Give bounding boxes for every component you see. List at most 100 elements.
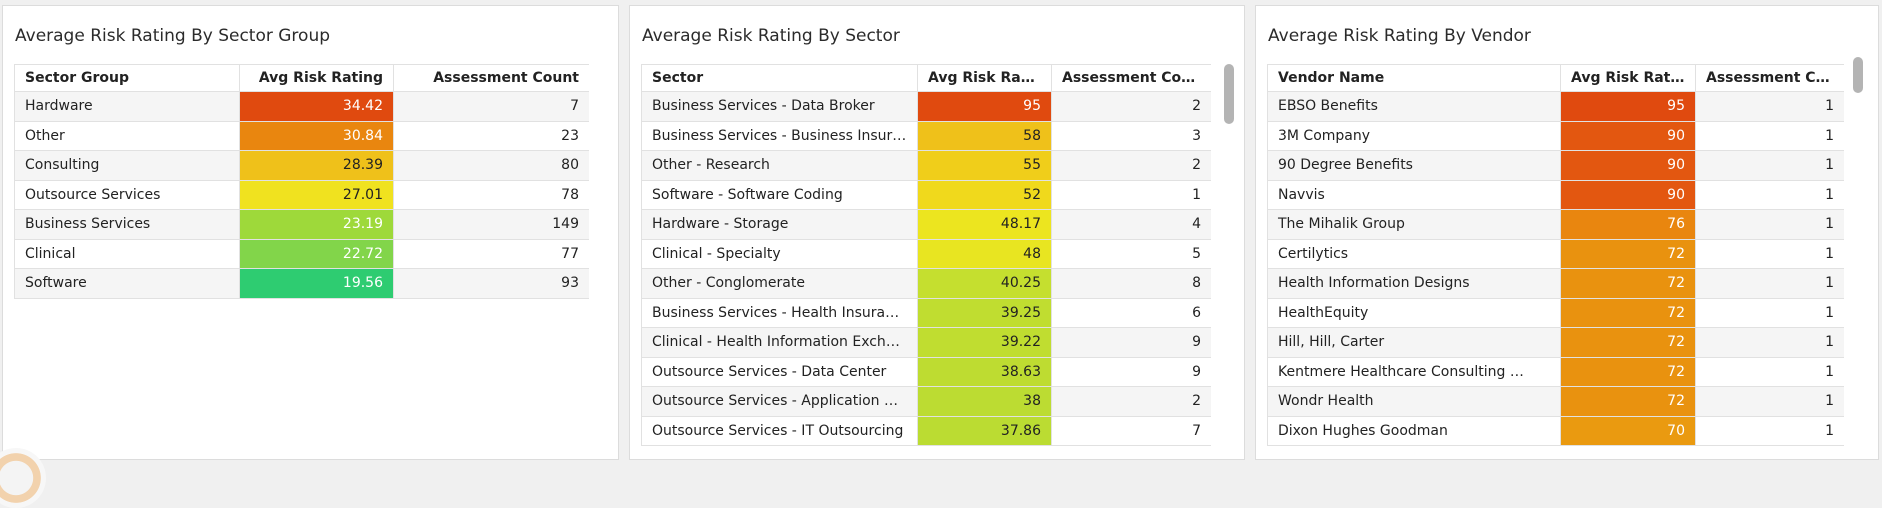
row-name-cell: 90 Degree Benefits: [1267, 150, 1561, 181]
table-row[interactable]: Consulting 28.39 80: [14, 150, 589, 181]
assessment-count-cell: 5: [1051, 238, 1211, 269]
table-row[interactable]: Business Services 23.19 149: [14, 209, 589, 240]
assessment-count-cell: 9: [1051, 327, 1211, 358]
avg-risk-rating-cell: 28.39: [239, 150, 394, 181]
column-header-vendor-name[interactable]: Vendor Name: [1267, 64, 1561, 92]
table-row[interactable]: Clinical - Health Information Exchange 39…: [641, 327, 1211, 358]
row-name-cell: Dixon Hughes Goodman: [1267, 415, 1561, 446]
avg-risk-rating-cell: 52: [917, 179, 1052, 210]
assessment-count-cell: 4: [1051, 209, 1211, 240]
table-row[interactable]: Other - Conglomerate 40.25 8: [641, 268, 1211, 299]
vertical-scrollbar[interactable]: [1853, 57, 1863, 456]
assessment-count-cell: 1: [1695, 120, 1844, 151]
table-row[interactable]: EBSO Benefits 95 1: [1267, 91, 1844, 122]
assessment-count-cell: 6: [1051, 297, 1211, 328]
sector-panel: Average Risk Rating By Sector Sector Avg…: [629, 5, 1245, 460]
column-header-assessment-count[interactable]: Assessment Count: [393, 64, 589, 92]
table-row[interactable]: Business Services - Data Broker 95 2: [641, 91, 1211, 122]
table-row[interactable]: Navvis 90 1: [1267, 179, 1844, 210]
column-header-assessment-count[interactable]: Assessment Count: [1695, 64, 1844, 92]
table-row[interactable]: Hill, Hill, Carter 72 1: [1267, 327, 1844, 358]
table-row[interactable]: Outsource Services 27.01 78: [14, 179, 589, 210]
vertical-scrollbar[interactable]: [1224, 60, 1234, 456]
avg-risk-rating-cell: 48: [917, 238, 1052, 269]
table-row[interactable]: Outsource Services - IT Outsourcing 37.86…: [641, 415, 1211, 446]
assessment-count-cell: 1: [1695, 268, 1844, 299]
row-name-cell: Business Services: [14, 209, 240, 240]
row-name-cell: 3M Company: [1267, 120, 1561, 151]
row-name-cell: Other - Research: [641, 150, 918, 181]
assessment-count-cell: 1: [1695, 238, 1844, 269]
column-header-avg-risk-rating[interactable]: Avg Risk Rating: [239, 64, 394, 92]
table-row[interactable]: The Mihalik Group 76 1: [1267, 209, 1844, 240]
row-name-cell: Outsource Services - Application …: [641, 386, 918, 417]
table-row[interactable]: 3M Company 90 1: [1267, 120, 1844, 151]
panel-title: Average Risk Rating By Sector Group: [15, 26, 331, 46]
column-header-sector[interactable]: Sector: [641, 64, 918, 92]
row-name-cell: Business Services - Data Broker: [641, 91, 918, 122]
row-name-cell: HealthEquity: [1267, 297, 1561, 328]
avg-risk-rating-cell: 40.25: [917, 268, 1052, 299]
avg-risk-rating-cell: 48.17: [917, 209, 1052, 240]
column-header-assessment-count[interactable]: Assessment Count: [1051, 64, 1211, 92]
assessment-count-cell: 23: [393, 120, 589, 151]
avg-risk-rating-cell: 38.63: [917, 356, 1052, 387]
sector-group-panel: Average Risk Rating By Sector Group Sect…: [2, 5, 619, 460]
column-header-avg-risk-rating[interactable]: Avg Risk Rating: [1560, 64, 1696, 92]
table-row[interactable]: 90 Degree Benefits 90 1: [1267, 150, 1844, 181]
table-row[interactable]: Software 19.56 93: [14, 268, 589, 299]
table-row[interactable]: Software - Software Coding 52 1: [641, 179, 1211, 210]
row-name-cell: Kentmere Healthcare Consulting …: [1267, 356, 1561, 387]
vendor-table: Vendor Name Avg Risk Rating Assessment C…: [1267, 64, 1844, 454]
row-name-cell: Hardware - Storage: [641, 209, 918, 240]
avg-risk-rating-cell: 95: [917, 91, 1052, 122]
vendor-panel: Average Risk Rating By Vendor Vendor Nam…: [1255, 5, 1879, 460]
table-row[interactable]: Clinical 22.72 77: [14, 238, 589, 269]
assessment-count-cell: 1: [1695, 179, 1844, 210]
table-row[interactable]: Hardware 34.42 7: [14, 91, 589, 122]
avg-risk-rating-cell: 76: [1560, 209, 1696, 240]
assessment-count-cell: 1: [1695, 386, 1844, 417]
avg-risk-rating-cell: 30.84: [239, 120, 394, 151]
row-name-cell: Clinical - Specialty: [641, 238, 918, 269]
table-row[interactable]: Other - Research 55 2: [641, 150, 1211, 181]
panel-title: Average Risk Rating By Vendor: [1268, 26, 1531, 46]
table-row[interactable]: Wondr Health 72 1: [1267, 386, 1844, 417]
table-row[interactable]: Clinical - Specialty 48 5: [641, 238, 1211, 269]
row-name-cell: The Mihalik Group: [1267, 209, 1561, 240]
table-row[interactable]: Outsource Services - Application … 38 2: [641, 386, 1211, 417]
row-name-cell: Outsource Services - Data Center: [641, 356, 918, 387]
row-name-cell: Software: [14, 268, 240, 299]
avg-risk-rating-cell: 90: [1560, 179, 1696, 210]
assessment-count-cell: 3: [1051, 120, 1211, 151]
table-row[interactable]: HealthEquity 72 1: [1267, 297, 1844, 328]
avg-risk-rating-cell: 39.25: [917, 297, 1052, 328]
table-row[interactable]: Kentmere Healthcare Consulting … 72 1: [1267, 356, 1844, 387]
column-header-sector-group[interactable]: Sector Group: [14, 64, 240, 92]
row-name-cell: Clinical - Health Information Exchange: [641, 327, 918, 358]
table-row[interactable]: Other 30.84 23: [14, 120, 589, 151]
avg-risk-rating-cell: 39.22: [917, 327, 1052, 358]
row-name-cell: Outsource Services - IT Outsourcing: [641, 415, 918, 446]
row-name-cell: Business Services - Health Insurance: [641, 297, 918, 328]
table-row[interactable]: Business Services - Business Insurance 58…: [641, 120, 1211, 151]
table-row[interactable]: Business Services - Health Insurance 39.2…: [641, 297, 1211, 328]
avg-risk-rating-cell: 70: [1560, 415, 1696, 446]
scrollbar-thumb[interactable]: [1853, 57, 1863, 93]
table-row[interactable]: Outsource Services - Data Center 38.63 9: [641, 356, 1211, 387]
assessment-count-cell: 93: [393, 268, 589, 299]
assessment-count-cell: 9: [1051, 356, 1211, 387]
row-name-cell: Health Information Designs: [1267, 268, 1561, 299]
scrollbar-thumb[interactable]: [1224, 64, 1234, 124]
avg-risk-rating-cell: 90: [1560, 120, 1696, 151]
avg-risk-rating-cell: 38: [917, 386, 1052, 417]
column-header-avg-risk-rating[interactable]: Avg Risk Rating: [917, 64, 1052, 92]
table-row[interactable]: Health Information Designs 72 1: [1267, 268, 1844, 299]
table-row[interactable]: Dixon Hughes Goodman 70 1: [1267, 415, 1844, 446]
assessment-count-cell: 2: [1051, 150, 1211, 181]
assessment-count-cell: 8: [1051, 268, 1211, 299]
avg-risk-rating-cell: 58: [917, 120, 1052, 151]
assessment-count-cell: 7: [1051, 415, 1211, 446]
table-row[interactable]: Hardware - Storage 48.17 4: [641, 209, 1211, 240]
table-row[interactable]: Certilytics 72 1: [1267, 238, 1844, 269]
